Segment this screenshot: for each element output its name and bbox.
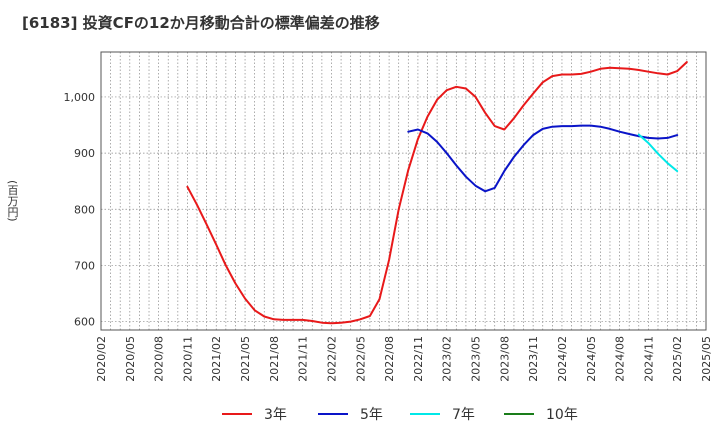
y-tick-label: 900 xyxy=(74,147,95,160)
x-tick-label: 2020/08 xyxy=(153,336,166,382)
x-tick-label: 2020/05 xyxy=(124,336,137,382)
x-tick-label: 2022/11 xyxy=(412,336,425,382)
legend-label-1: 5年 xyxy=(360,407,383,423)
legend-label-3: 10年 xyxy=(546,407,578,423)
chart-title: [6183] 投資CFの12か月移動合計の標準偏差の推移 xyxy=(22,14,380,32)
x-tick-label: 2022/05 xyxy=(354,336,367,382)
y-tick-label: 1,000 xyxy=(64,91,96,104)
x-tick-label: 2022/08 xyxy=(383,336,396,382)
x-tick-label: 2025/02 xyxy=(671,336,684,382)
x-tick-label: 2022/02 xyxy=(325,336,338,382)
x-tick-label: 2023/11 xyxy=(527,336,540,382)
series-line-0 xyxy=(186,61,688,325)
legend-label-0: 3年 xyxy=(264,407,287,423)
x-tick-label: 2021/05 xyxy=(239,336,252,382)
x-tick-label: 2021/11 xyxy=(297,336,310,382)
x-tick-label: 2024/05 xyxy=(585,336,598,382)
plot-area-border xyxy=(100,51,707,331)
x-tick-label: 2024/02 xyxy=(556,336,569,382)
x-tick-label: 2025/05 xyxy=(700,336,713,382)
series-line-2 xyxy=(637,133,679,173)
x-tick-label: 2023/08 xyxy=(498,336,511,382)
y-axis-label: (百万円) xyxy=(6,180,19,222)
x-tick-label: 2024/08 xyxy=(614,336,627,382)
y-tick-label: 800 xyxy=(74,203,95,216)
series-line-1 xyxy=(407,124,679,193)
x-tick-label: 2020/02 xyxy=(95,336,108,382)
x-tick-label: 2021/02 xyxy=(210,336,223,382)
x-tick-label: 2023/05 xyxy=(470,336,483,382)
legend-label-2: 7年 xyxy=(452,407,475,423)
y-tick-label: 700 xyxy=(74,259,95,272)
x-tick-label: 2021/08 xyxy=(268,336,281,382)
y-tick-label: 600 xyxy=(74,316,95,329)
x-tick-label: 2023/02 xyxy=(441,336,454,382)
x-tick-label: 2024/11 xyxy=(642,336,655,382)
x-tick-label: 2020/11 xyxy=(181,336,194,382)
